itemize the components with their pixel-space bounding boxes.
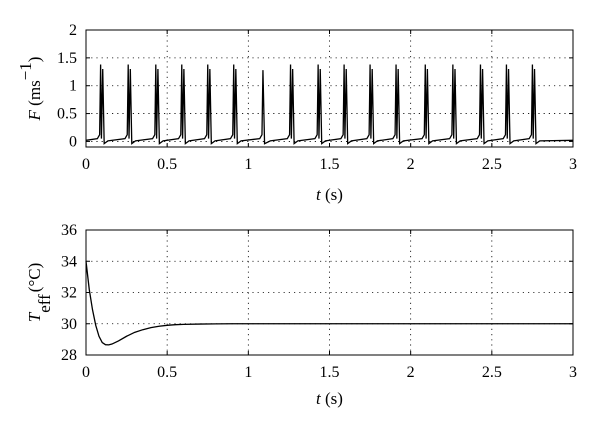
y-axis-label: Teff(°C) — [25, 263, 54, 323]
x-tick-label: 1.5 — [320, 156, 340, 173]
bottom-panel-plot: 0 0.5 1 1.5 2 2.5 3 28 30 32 34 36 t (s) Teff(°C) — [25, 222, 577, 408]
series-line — [85, 64, 574, 145]
y-tick-label: 34 — [61, 253, 77, 270]
y-tick-label: 0 — [69, 133, 77, 150]
x-tick-label: 3 — [569, 364, 577, 381]
x-tick-label: 2.5 — [482, 156, 502, 173]
y-tick-label: 32 — [61, 285, 77, 302]
y-tick-label: 2 — [69, 22, 77, 39]
top-panel-plot: 0 0.5 1 1.5 2 2.5 3 0 0.5 1 1.5 2 t (s) F (ms−1) — [16, 22, 578, 204]
series-line — [85, 261, 573, 346]
x-axis-label: t (s) — [316, 185, 343, 204]
x-tick-label: 2.5 — [482, 364, 502, 381]
y-tick-label: 1.5 — [57, 50, 77, 67]
y-tick-label: 0.5 — [57, 106, 77, 123]
x-tick-label: 0 — [82, 156, 90, 173]
x-tick-label: 2 — [407, 364, 415, 381]
y-tick-label: 30 — [61, 316, 77, 333]
x-axis-label: t (s) — [316, 389, 343, 408]
x-tick-label: 0.5 — [157, 364, 177, 381]
x-tick-label: 0 — [82, 364, 90, 381]
x-tick-label: 2 — [407, 156, 415, 173]
x-tick-label: 3 — [569, 156, 577, 173]
x-tick-label: 1 — [244, 364, 252, 381]
y-axis-label: F (ms−1) — [16, 57, 45, 122]
x-tick-label: 1 — [244, 156, 252, 173]
x-tick-label: 0.5 — [157, 156, 177, 173]
y-tick-label: 36 — [61, 222, 77, 239]
y-tick-label: 28 — [61, 347, 77, 364]
y-tick-label: 1 — [69, 78, 77, 95]
x-tick-label: 1.5 — [320, 364, 340, 381]
